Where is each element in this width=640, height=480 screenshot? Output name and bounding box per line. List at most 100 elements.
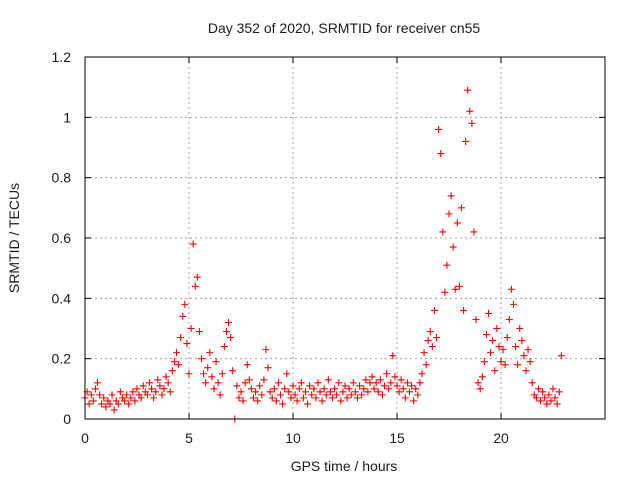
data-point [370, 385, 378, 393]
data-point [333, 391, 341, 399]
data-point [555, 388, 563, 396]
y-tick-label: 0.2 [52, 351, 72, 367]
data-point [299, 394, 307, 402]
data-points [81, 86, 565, 423]
data-point [455, 282, 463, 290]
data-point [229, 367, 237, 375]
data-point [320, 385, 328, 393]
data-point [279, 400, 287, 408]
data-point [534, 385, 542, 393]
data-point [345, 385, 353, 393]
data-point [310, 385, 318, 393]
data-point [424, 337, 432, 345]
data-point [266, 388, 274, 396]
data-point [545, 391, 553, 399]
data-point [293, 397, 301, 405]
data-point [301, 388, 309, 396]
data-point [526, 358, 534, 366]
data-point [505, 315, 513, 323]
data-point [472, 315, 480, 323]
data-point [312, 394, 320, 402]
data-point [443, 261, 451, 269]
data-point [372, 379, 380, 387]
data-point [389, 352, 397, 360]
data-point [268, 394, 276, 402]
data-point [156, 382, 164, 390]
data-point [403, 379, 411, 387]
data-point [289, 382, 297, 390]
data-point [482, 331, 490, 339]
data-point [362, 376, 370, 384]
data-point [202, 379, 210, 387]
data-point [243, 361, 251, 369]
data-point [445, 210, 453, 218]
data-point [114, 400, 122, 408]
data-point [329, 394, 337, 402]
data-point [200, 370, 208, 378]
data-point [507, 285, 515, 293]
data-point [154, 376, 162, 384]
data-point [485, 309, 493, 317]
x-tick-label: 10 [285, 430, 301, 446]
data-point [162, 373, 170, 381]
data-point [416, 379, 424, 387]
data-point [491, 367, 499, 375]
x-axis-label: GPS time / hours [291, 458, 398, 474]
data-point [214, 379, 222, 387]
grid [85, 57, 605, 419]
data-point [264, 364, 272, 372]
data-point [235, 394, 243, 402]
data-point [295, 385, 303, 393]
data-point [324, 376, 332, 384]
data-point [368, 373, 376, 381]
data-point [391, 373, 399, 381]
data-point [347, 391, 355, 399]
data-point [487, 349, 495, 357]
data-point [395, 388, 403, 396]
data-point [322, 391, 330, 399]
data-point [106, 400, 114, 408]
data-point [476, 385, 484, 393]
data-point [304, 400, 312, 408]
data-point [331, 385, 339, 393]
x-tick-label: 15 [389, 430, 405, 446]
data-point [378, 391, 386, 399]
data-point [123, 391, 131, 399]
data-point [175, 361, 183, 369]
data-point [366, 379, 374, 387]
data-point [518, 337, 526, 345]
data-point [241, 379, 249, 387]
data-point [501, 361, 509, 369]
y-tick-label: 0.4 [52, 290, 72, 306]
data-point [204, 364, 212, 372]
data-point [356, 382, 364, 390]
data-point [121, 397, 129, 405]
data-point [532, 394, 540, 402]
data-point [512, 343, 520, 351]
data-point [551, 394, 559, 402]
data-point [499, 346, 507, 354]
data-point [125, 400, 133, 408]
data-point [383, 370, 391, 378]
data-point [316, 388, 324, 396]
data-point [306, 382, 314, 390]
data-point [464, 86, 472, 94]
data-point [102, 403, 110, 411]
data-point [335, 379, 343, 387]
data-point [252, 388, 260, 396]
data-point [281, 385, 289, 393]
plot-frame [84, 56, 606, 420]
data-point [179, 312, 187, 320]
data-point [478, 373, 486, 381]
data-point [256, 382, 264, 390]
data-point [399, 385, 407, 393]
data-point [420, 349, 428, 357]
data-point [537, 397, 545, 405]
data-point [314, 379, 322, 387]
data-point [258, 391, 266, 399]
data-point [239, 397, 247, 405]
data-point [549, 385, 557, 393]
data-point [218, 370, 226, 378]
data-point [439, 228, 447, 236]
